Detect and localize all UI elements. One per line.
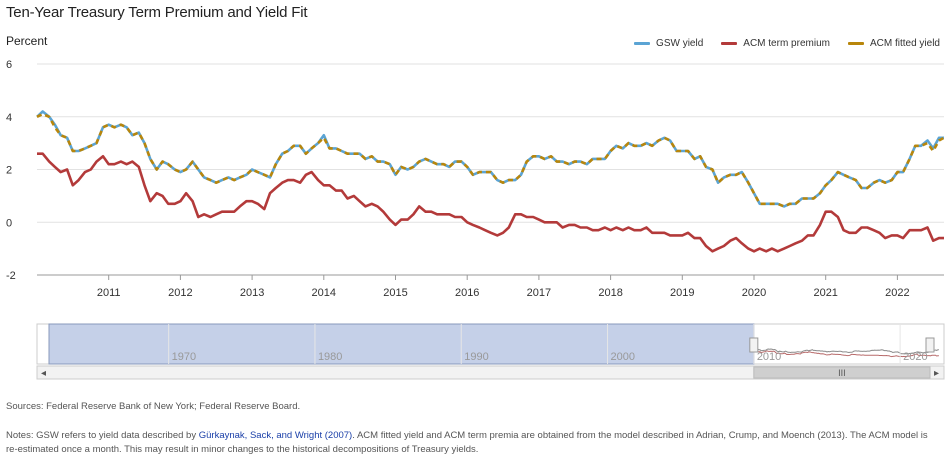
legend: GSW yield ACM term premium ACM fitted yi… [634,38,940,49]
scrollbar-thumb[interactable] [753,366,931,379]
scroll-left-arrow[interactable]: ◂ [41,368,46,379]
navigator-selected-range[interactable] [48,323,755,365]
legend-label-acm-fitted-yield: ACM fitted yield [869,38,940,49]
notes-text: Notes: GSW refers to yield data describe… [6,429,941,457]
scrollbar[interactable]: III ◂ ▸ [36,365,945,380]
series-line-acm-fitted-yield [36,112,945,208]
series-lines [36,110,945,253]
gsw-reference-link[interactable]: Gürkaynak, Sack, and Wright (2007) [198,430,353,441]
legend-swatch-gsw-yield [634,42,651,45]
y-tick-label: 4 [6,112,12,124]
x-tick-label: 2021 [813,287,837,299]
navigator-handle-left[interactable] [749,337,759,353]
navigator-tick-label: 2020 [903,351,927,363]
navigator-tick-label: 2000 [611,351,635,363]
sources-note: Sources: Federal Reserve Bank of New Yor… [6,401,301,412]
navigator-background [36,323,945,365]
x-tick-label: 2016 [455,287,479,299]
navigator-tick-label: 1980 [318,351,342,363]
series-line-gsw-yield [36,110,944,208]
legend-item-gsw-yield[interactable]: GSW yield [634,38,703,49]
navigator-series-line [753,350,939,358]
series-line-acm-term-premium [37,152,944,253]
legend-swatch-acm-fitted-yield [847,42,864,45]
legend-label-gsw-yield: GSW yield [656,38,704,49]
scroll-right-arrow[interactable]: ▸ [934,368,939,379]
scrollbar-grip: III [838,368,846,378]
notes-suffix: . ACM fitted yield and ACM term premia a… [6,430,928,455]
x-tick-label: 2017 [527,287,551,299]
range-navigator[interactable]: 1970 1980 1990 2000 2010 2020 [36,323,945,365]
y-tick-label: -2 [6,270,16,282]
y-axis-unit-label: Percent [6,34,48,48]
grid-lines [37,63,944,276]
navigator-handle-right[interactable] [925,337,935,353]
x-tick-label: 2014 [312,287,336,299]
legend-item-acm-term-premium[interactable]: ACM term premium [721,38,830,49]
legend-item-acm-fitted-yield[interactable]: ACM fitted yield [847,38,940,49]
y-tick-label: 6 [6,59,12,71]
legend-label-acm-term-premium: ACM term premium [743,38,830,49]
x-tick-label: 2020 [742,287,766,299]
x-tick-label: 2013 [240,287,264,299]
navigator-tick-label: 1970 [172,351,196,363]
scrollbar-track[interactable] [36,365,945,380]
x-axis-ticks: 2011 2012 2013 2014 2015 2016 2017 2018 2019 2020… [97,275,910,299]
x-tick-label: 2012 [168,287,192,299]
x-tick-label: 2022 [885,287,909,299]
y-tick-label: 0 [6,217,12,229]
x-tick-label: 2011 [97,287,121,299]
x-tick-label: 2015 [383,287,407,299]
y-axis-ticks: 6 4 2 0 -2 [6,59,16,282]
navigator-series-line [753,347,939,355]
x-tick-label: 2019 [670,287,694,299]
legend-swatch-acm-term-premium [721,42,738,45]
x-tick-label: 2018 [598,287,622,299]
navigator-tick-label: 2010 [757,351,781,363]
notes-prefix: Notes: GSW refers to yield data describe… [6,430,199,441]
chart-title: Ten-Year Treasury Term Premium and Yield… [6,4,308,21]
y-tick-label: 2 [6,165,12,177]
navigator-tick-label: 1990 [464,351,488,363]
